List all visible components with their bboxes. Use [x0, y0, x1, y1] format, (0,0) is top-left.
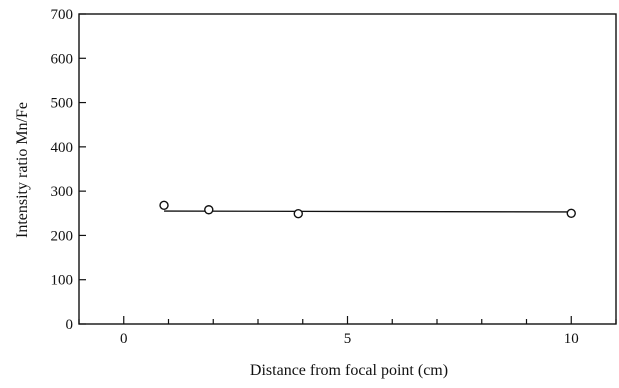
tick-marks — [78, 13, 617, 325]
data-point — [293, 209, 303, 219]
x-tick-label: 5 — [344, 331, 352, 347]
trend-line-group — [164, 210, 572, 213]
y-tick-label: 100 — [51, 273, 74, 289]
data-point — [566, 208, 576, 218]
y-tick-label: 600 — [51, 51, 74, 67]
y-tick-label: 200 — [51, 228, 74, 244]
y-tick-label: 500 — [51, 96, 74, 112]
trend-line — [164, 210, 572, 213]
tick-labels: 0 100 200 300 400 500 600 700 0 5 10 — [51, 7, 579, 347]
y-tick-label: 700 — [51, 7, 74, 23]
y-tick-label: 300 — [51, 184, 74, 200]
x-tick-label: 0 — [120, 331, 128, 347]
axes — [78, 13, 617, 325]
data-point — [204, 205, 214, 215]
plot-frame — [78, 13, 617, 325]
y-tick-label: 400 — [51, 140, 74, 156]
data-points — [159, 200, 576, 219]
y-axis-title: Intensity ratio Mn/Fe — [14, 102, 31, 238]
x-tick-label: 10 — [564, 331, 579, 347]
x-axis-title: Distance from focal point (cm) — [250, 362, 448, 379]
y-tick-label: 0 — [66, 317, 74, 333]
data-point — [159, 200, 169, 211]
